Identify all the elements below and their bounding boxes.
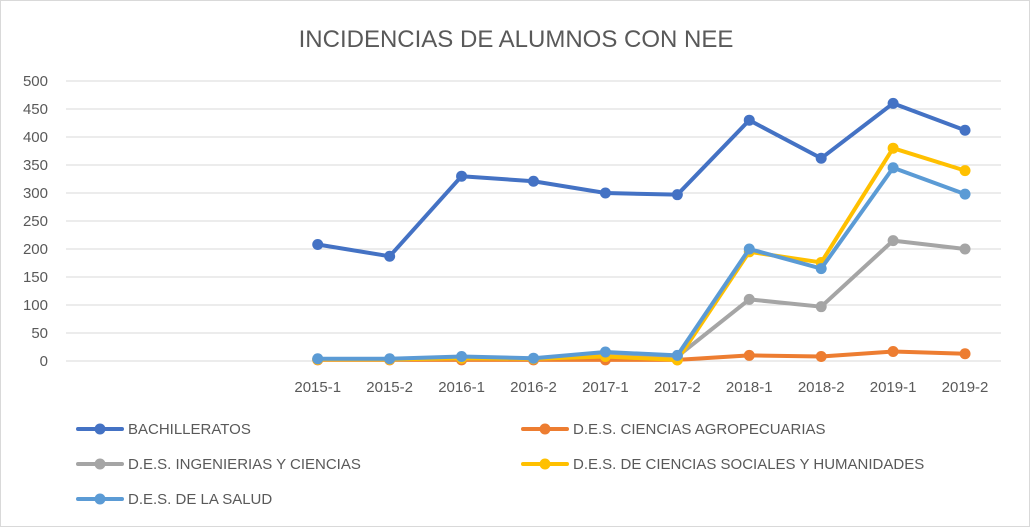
data-point <box>959 124 971 136</box>
y-tick-label: 500 <box>23 73 48 90</box>
data-point <box>599 346 611 358</box>
legend-swatch-marker <box>94 493 106 505</box>
series <box>312 235 971 365</box>
legend-label: D.E.S. INGENIERIAS Y CIENCIAS <box>128 456 361 473</box>
y-tick-label: 350 <box>23 157 48 174</box>
gridlines <box>66 80 1001 362</box>
y-tick-label: 300 <box>23 185 48 202</box>
y-tick-label: 200 <box>23 241 48 258</box>
data-point <box>743 349 755 361</box>
legend: BACHILLERATOS D.E.S. CIENCIAS AGROPECUARI… <box>76 421 924 508</box>
data-point <box>959 165 971 177</box>
x-tick-label: 2015-1 <box>294 379 341 396</box>
data-point <box>887 162 899 174</box>
chart-title: INCIDENCIAS DE ALUMNOS CON NEE <box>299 26 734 53</box>
series <box>312 162 971 365</box>
x-tick-label: 2017-1 <box>582 379 629 396</box>
y-tick-label: 150 <box>23 269 48 286</box>
data-point <box>456 351 468 363</box>
series-line <box>315 146 968 362</box>
x-tick-label: 2019-1 <box>870 379 917 396</box>
data-point <box>671 189 683 201</box>
data-point <box>528 352 539 364</box>
data-point <box>384 250 396 262</box>
data-point <box>384 353 396 365</box>
data-point <box>887 235 899 247</box>
legend-label: D.E.S. DE LA SALUD <box>128 491 272 508</box>
data-point <box>312 239 324 251</box>
series <box>312 97 971 262</box>
data-point <box>599 187 611 199</box>
legend-swatch-marker <box>539 423 551 435</box>
axis-labels: 0 50 100 150 200 250 300 350 400 450 500 2015-1 2015… <box>23 73 988 396</box>
data-point <box>743 293 755 305</box>
legend-swatch-marker <box>94 423 106 435</box>
data-point <box>959 348 971 360</box>
data-point <box>815 301 827 313</box>
legend-label: BACHILLERATOS <box>128 421 251 438</box>
data-point <box>959 243 971 255</box>
data-point <box>671 349 683 361</box>
data-point <box>743 114 755 126</box>
series <box>312 142 971 366</box>
data-point <box>743 243 755 255</box>
x-tick-label: 2016-2 <box>510 379 557 396</box>
data-point <box>887 345 899 357</box>
data-point <box>312 353 324 365</box>
data-point <box>815 152 827 164</box>
data-point <box>815 263 827 275</box>
y-tick-label: 100 <box>23 297 48 314</box>
y-tick-label: 450 <box>23 101 48 118</box>
x-tick-label: 2018-1 <box>726 379 773 396</box>
y-tick-label: 250 <box>23 213 48 230</box>
legend-item: D.E.S. DE LA SALUD <box>76 491 272 508</box>
x-tick-label: 2015-2 <box>366 379 413 396</box>
data-point <box>887 97 899 109</box>
data-point <box>959 188 971 200</box>
legend-item: D.E.S. DE CIENCIAS SOCIALES Y HUMANIDADE… <box>521 456 924 473</box>
data-point <box>456 170 468 182</box>
legend-swatch-marker <box>94 458 106 470</box>
y-tick-label: 0 <box>40 353 48 370</box>
data-point <box>815 351 827 363</box>
x-tick-label: 2017-2 <box>654 379 701 396</box>
series-line <box>315 165 968 361</box>
x-tick-label: 2016-1 <box>438 379 485 396</box>
legend-label: D.E.S. CIENCIAS AGROPECUARIAS <box>573 421 826 438</box>
legend-label: D.E.S. DE CIENCIAS SOCIALES Y HUMANIDADE… <box>573 456 924 473</box>
x-tick-label: 2018-2 <box>798 379 845 396</box>
series-lines <box>312 97 971 366</box>
legend-item: D.E.S. CIENCIAS AGROPECUARIAS <box>521 421 826 438</box>
series-line <box>315 238 968 362</box>
data-point <box>528 175 539 187</box>
series-line <box>315 101 968 259</box>
legend-item: D.E.S. INGENIERIAS Y CIENCIAS <box>76 456 361 473</box>
legend-item: BACHILLERATOS <box>76 421 251 438</box>
legend-swatch-marker <box>539 458 551 470</box>
y-tick-label: 400 <box>23 129 48 146</box>
y-tick-label: 50 <box>31 325 48 342</box>
data-point <box>887 142 899 154</box>
x-tick-label: 2019-2 <box>942 379 989 396</box>
